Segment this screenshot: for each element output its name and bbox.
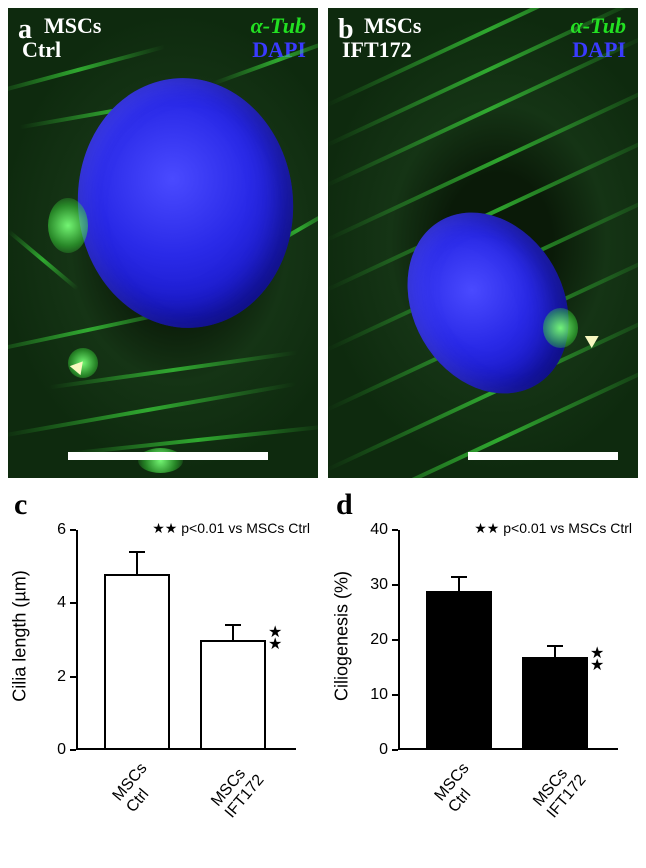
bar xyxy=(522,657,588,751)
axis-y xyxy=(398,530,400,750)
chart-c: 0246MSCsCtrlMSCsIFT172★★ xyxy=(76,530,296,750)
ytick-label: 30 xyxy=(356,576,388,594)
signal-spot xyxy=(48,198,88,253)
axis-y xyxy=(76,530,78,750)
xtick-label: MSCsIFT172 xyxy=(208,760,268,822)
bar xyxy=(104,574,170,750)
ytick xyxy=(70,749,76,751)
sig-marker: ★★ xyxy=(590,648,604,672)
ytick-label: 2 xyxy=(34,668,66,686)
panel-b: b MSCs IFT172 α-Tub DAPI xyxy=(328,8,638,478)
chart-d-letter: d xyxy=(336,488,353,522)
error-bar xyxy=(458,577,460,591)
error-bar xyxy=(554,646,556,657)
ytick-label: 20 xyxy=(356,631,388,649)
nucleus xyxy=(376,183,601,423)
ytick-label: 0 xyxy=(34,741,66,759)
error-bar xyxy=(136,552,138,574)
xtick-label: MSCsIFT172 xyxy=(530,760,590,822)
ytick xyxy=(70,529,76,531)
panel-a-line2: Ctrl xyxy=(22,38,61,62)
ytick-label: 40 xyxy=(356,521,388,539)
chart-c-letter: c xyxy=(14,488,27,522)
chart-c-wrap: c ★★ p<0.01 vs MSCs Ctrl Cilia length (µ… xyxy=(8,496,316,846)
chart-d: 010203040MSCsCtrlMSCsIFT172★★ xyxy=(398,530,618,750)
panel-b-line1: MSCs xyxy=(364,14,421,38)
scale-bar xyxy=(68,452,268,460)
ytick xyxy=(392,749,398,751)
ytick xyxy=(70,602,76,604)
bar xyxy=(426,591,492,751)
chart-row: c ★★ p<0.01 vs MSCs Ctrl Cilia length (µ… xyxy=(0,478,646,846)
ytick xyxy=(392,529,398,531)
signal-spot xyxy=(543,308,578,348)
chart-c-ylabel: Cilia length (µm) xyxy=(10,570,31,701)
ytick-label: 10 xyxy=(356,686,388,704)
chart-d-ylabel: Ciliogenesis (%) xyxy=(332,571,353,701)
fiber xyxy=(8,382,296,438)
xtick-label: MSCsCtrl xyxy=(110,760,166,817)
nucleus xyxy=(68,69,304,337)
bar xyxy=(200,640,266,750)
panel-b-line2: IFT172 xyxy=(342,38,412,62)
ytick-label: 0 xyxy=(356,741,388,759)
sig-marker: ★★ xyxy=(268,627,282,651)
error-cap xyxy=(547,645,563,647)
ytick xyxy=(392,694,398,696)
ytick xyxy=(70,676,76,678)
microscopy-row: a MSCs Ctrl α-Tub DAPI b MSCs IFT172 α-T… xyxy=(0,0,646,478)
ytick-label: 6 xyxy=(34,521,66,539)
error-cap xyxy=(451,576,467,578)
ytick xyxy=(392,584,398,586)
error-bar xyxy=(232,625,234,640)
chart-d-wrap: d ★★ p<0.01 vs MSCs Ctrl Ciliogenesis (%… xyxy=(330,496,638,846)
ytick-label: 4 xyxy=(34,594,66,612)
error-cap xyxy=(129,551,145,553)
panel-a: a MSCs Ctrl α-Tub DAPI xyxy=(8,8,318,478)
error-cap xyxy=(225,624,241,626)
xtick-label: MSCsCtrl xyxy=(432,760,488,817)
panel-a-stain1: α-Tub xyxy=(251,14,306,38)
panel-a-line1: MSCs xyxy=(44,14,101,38)
scale-bar xyxy=(468,452,618,460)
fiber xyxy=(69,424,318,455)
ytick xyxy=(392,639,398,641)
